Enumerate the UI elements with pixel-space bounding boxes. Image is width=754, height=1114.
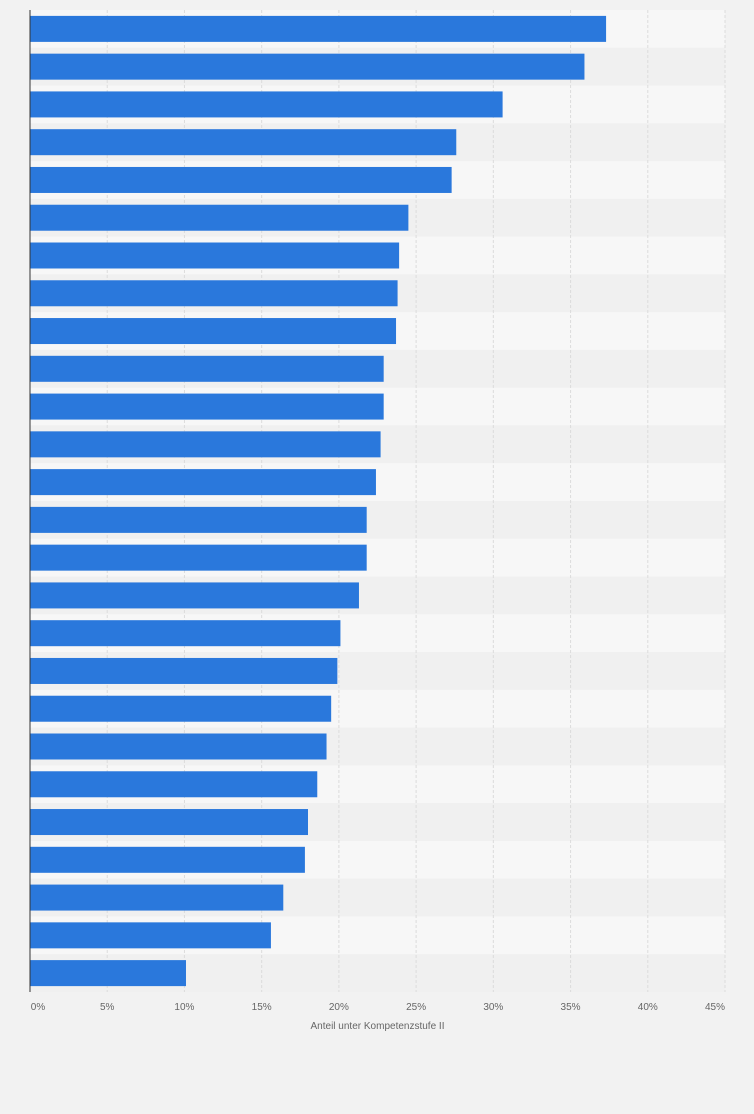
bar[interactable] <box>30 53 585 80</box>
bar[interactable] <box>30 960 186 987</box>
bar[interactable] <box>30 355 384 382</box>
bar[interactable] <box>30 884 284 911</box>
bar[interactable] <box>30 506 367 533</box>
x-axis-label: Anteil unter Kompetenzstufe II <box>311 1021 445 1032</box>
bar[interactable] <box>30 544 367 571</box>
row-bands <box>30 10 725 992</box>
bar[interactable] <box>30 242 400 269</box>
x-tick-label: 45% <box>705 1002 725 1013</box>
bar[interactable] <box>30 91 503 118</box>
bar[interactable] <box>30 620 341 647</box>
x-axis-ticks: 0% 5% 10% 15% 20% 25% 30% 35% 40% 45% <box>31 1002 725 1013</box>
bar[interactable] <box>30 846 305 873</box>
x-tick-label: 10% <box>174 1002 194 1013</box>
bar[interactable] <box>30 393 384 420</box>
x-tick-label: 40% <box>638 1002 658 1013</box>
bar[interactable] <box>30 733 327 760</box>
x-tick-label: 0% <box>31 1002 46 1013</box>
bar[interactable] <box>30 166 452 193</box>
x-tick-label: 30% <box>483 1002 503 1013</box>
bar[interactable] <box>30 695 332 722</box>
bar[interactable] <box>30 15 607 42</box>
bar[interactable] <box>30 318 397 345</box>
bar[interactable] <box>30 469 376 496</box>
bar[interactable] <box>30 431 381 458</box>
bar[interactable] <box>30 129 457 156</box>
bar[interactable] <box>30 280 398 307</box>
bar[interactable] <box>30 582 359 609</box>
bar[interactable] <box>30 771 318 798</box>
bar[interactable] <box>30 204 409 231</box>
bar[interactable] <box>30 809 308 836</box>
x-tick-label: 35% <box>561 1002 581 1013</box>
x-tick-label: 25% <box>406 1002 426 1013</box>
bars <box>30 15 607 987</box>
bar[interactable] <box>30 922 271 949</box>
x-tick-label: 15% <box>252 1002 272 1013</box>
gridlines <box>106 10 726 992</box>
bar[interactable] <box>30 657 338 684</box>
x-tick-label: 5% <box>100 1002 115 1013</box>
x-tick-label: 20% <box>329 1002 349 1013</box>
